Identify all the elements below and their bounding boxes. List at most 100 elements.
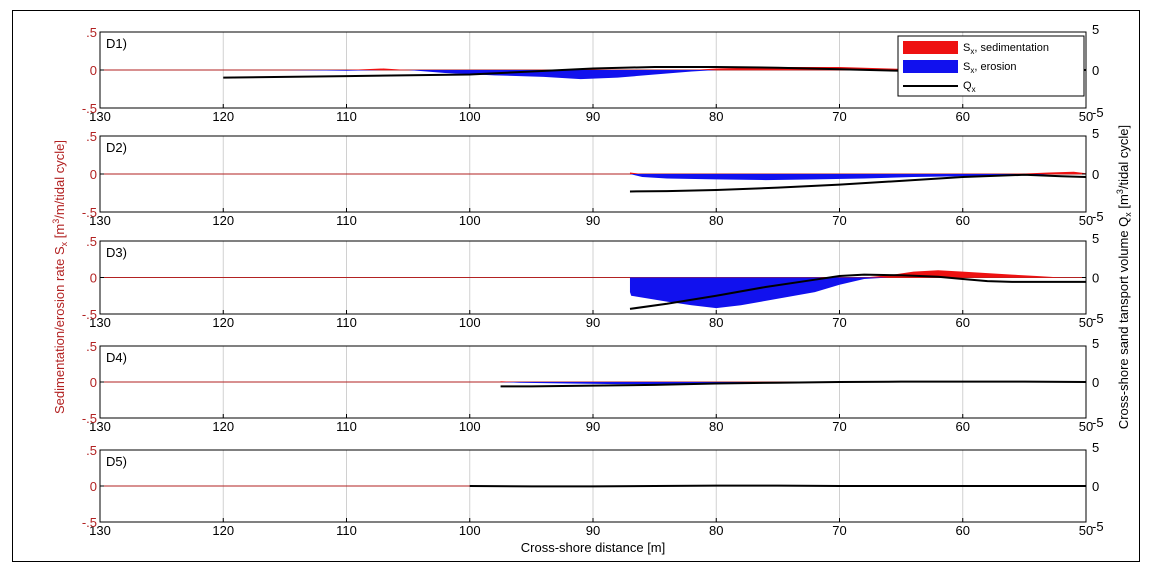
legend-ero-prefix: S: [963, 61, 970, 73]
y-right-tick-label: 0: [1092, 271, 1099, 286]
x-tick-label: 60: [956, 315, 970, 330]
x-tick-label: 130: [89, 109, 111, 124]
x-tick-label: 50: [1079, 213, 1093, 228]
y-left-tick-label: -.5: [82, 101, 97, 116]
x-tick-label: 120: [212, 523, 234, 538]
y-right-tick-label: -5: [1092, 209, 1104, 224]
y-right-tick-label: 5: [1092, 22, 1099, 37]
legend-label-erosion: Sx, erosion: [963, 61, 1017, 75]
legend-label-sedimentation: Sx, sedimentation: [963, 42, 1049, 56]
panel-4: 130 120 110 100 90 80 70 60 50 -.5 0 .5 -5 0 5 D4): [82, 336, 1104, 434]
erosion-area: [500, 382, 1086, 385]
x-tick-label: 50: [1079, 419, 1093, 434]
left-axis-label: Sedimentation/erosion rate Sx [m3/m/tida…: [51, 140, 69, 414]
erosion-area: [629, 174, 1086, 181]
y-right-tick-label: -5: [1092, 519, 1104, 534]
x-tick-label: 80: [709, 419, 723, 434]
y-left-tick-label: -.5: [82, 307, 97, 322]
legend-sed-prefix: S: [963, 42, 970, 54]
x-tick-label: 100: [459, 523, 481, 538]
legend-label-qx: Qx: [963, 80, 976, 94]
x-tick-label: 100: [459, 315, 481, 330]
x-tick-label: 120: [212, 315, 234, 330]
legend-qx-sub: x: [972, 85, 976, 94]
erosion-area: [629, 277, 1086, 309]
panel-3: 130 120 110 100 90 80 70 60 50 -.5 0 .5 -5 0 5 D3): [82, 231, 1104, 330]
y-left-tick-label: .5: [86, 443, 97, 458]
legend-ero-suffix: , erosion: [974, 61, 1016, 73]
x-tick-label: 90: [586, 523, 600, 538]
left-axis-label-sub: x: [59, 241, 69, 246]
sedimentation-area: [629, 171, 1086, 174]
panel-label: D2): [106, 140, 127, 155]
right-axis-label-main: Cross-shore sand tansport volume Q: [1116, 217, 1131, 429]
y-left-tick-label: 0: [90, 271, 97, 286]
x-tick-label: 90: [586, 315, 600, 330]
left-axis-label-main: Sedimentation/erosion rate S: [52, 246, 67, 414]
x-tick-label: 110: [336, 213, 357, 228]
x-tick-label: 120: [212, 213, 234, 228]
y-right-tick-label: -5: [1092, 105, 1104, 120]
x-tick-label: 120: [212, 419, 234, 434]
x-tick-label: 70: [832, 523, 846, 538]
x-tick-label: 80: [709, 109, 723, 124]
x-tick-label: 50: [1079, 523, 1093, 538]
y-left-tick-label: -.5: [82, 515, 97, 530]
y-right-tick-label: 5: [1092, 336, 1099, 351]
x-tick-label: 100: [459, 109, 481, 124]
x-tick-label: 70: [832, 109, 846, 124]
y-right-tick-label: -5: [1092, 415, 1104, 430]
y-right-tick-label: -5: [1092, 311, 1104, 326]
left-axis-label-unit-pre: [m: [52, 224, 67, 242]
x-tick-label: 90: [586, 419, 600, 434]
x-tick-label: 130: [89, 315, 111, 330]
qx-line: [469, 484, 1086, 488]
left-axis-label-unit-sup: 3: [51, 219, 61, 224]
panel-label: D3): [106, 245, 127, 260]
y-right-tick-label: 5: [1092, 231, 1099, 246]
legend-swatch-erosion: [903, 60, 958, 73]
x-tick-label: 130: [89, 213, 111, 228]
y-left-tick-label: .5: [86, 25, 97, 40]
y-right-tick-label: 0: [1092, 167, 1099, 182]
legend-sed-sub: x: [970, 47, 974, 56]
y-left-tick-label: .5: [86, 234, 97, 249]
y-left-tick-label: 0: [90, 63, 97, 78]
x-tick-label: 90: [586, 213, 600, 228]
right-axis-label-unit-post: /tidal cycle]: [1116, 125, 1131, 189]
x-tick-label: 100: [459, 213, 481, 228]
y-left-tick-label: 0: [90, 167, 97, 182]
x-tick-label: 60: [956, 213, 970, 228]
x-tick-label: 110: [336, 315, 357, 330]
qx-line: [629, 273, 1086, 310]
legend-swatch-sedimentation: [903, 41, 958, 54]
x-tick-label: 60: [956, 419, 970, 434]
x-tick-label: 50: [1079, 109, 1093, 124]
x-tick-label: 70: [832, 419, 846, 434]
y-right-tick-label: 5: [1092, 440, 1099, 455]
x-axis-label: Cross-shore distance [m]: [521, 540, 666, 555]
x-tick-label: 120: [212, 109, 234, 124]
x-tick-label: 130: [89, 523, 111, 538]
panel-5: 130 120 110 100 90 80 70 60 50 -.5 0 .5 -5 0 5 D5): [82, 440, 1104, 538]
y-right-tick-label: 0: [1092, 479, 1099, 494]
erosion-area: [223, 70, 1086, 80]
legend-qx-prefix: Q: [963, 80, 972, 92]
x-tick-label: 50: [1079, 315, 1093, 330]
panel-label: D4): [106, 350, 127, 365]
x-tick-label: 60: [956, 109, 970, 124]
x-tick-label: 110: [336, 523, 357, 538]
x-tick-label: 130: [89, 419, 111, 434]
y-left-tick-label: .5: [86, 129, 97, 144]
right-axis-label-unit-sup: 3: [1115, 189, 1125, 194]
x-tick-label: 70: [832, 213, 846, 228]
sedimentation-area: [629, 270, 1086, 278]
x-tick-label: 90: [586, 109, 600, 124]
y-right-tick-label: 5: [1092, 126, 1099, 141]
y-left-tick-label: -.5: [82, 205, 97, 220]
right-axis-label-sub: x: [1123, 212, 1133, 217]
y-left-tick-label: 0: [90, 375, 97, 390]
panel-label: D5): [106, 454, 127, 469]
